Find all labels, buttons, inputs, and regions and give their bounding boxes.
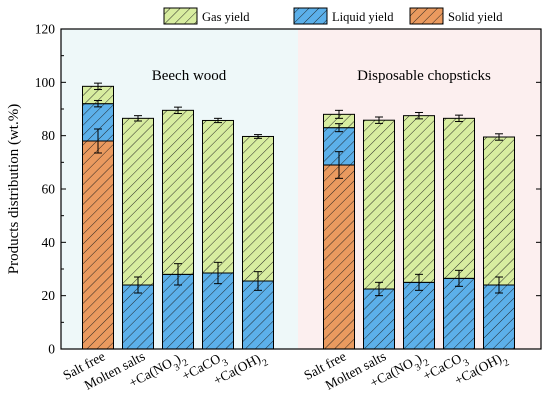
error-bar-gas [254, 134, 262, 139]
legend-swatch-hatch [293, 7, 328, 25]
x-category-label: +Ca(OH)2 [452, 348, 511, 392]
bar-gas-hatch [403, 115, 435, 283]
error-bar-gas [214, 117, 222, 124]
bar-solid-hatch [323, 164, 355, 350]
bar-solid-hatch [82, 140, 114, 350]
error-bar-solid [335, 151, 343, 179]
error-bar-liquid [335, 123, 343, 133]
legend-label-gas: Gas yield [202, 10, 250, 24]
bar-gas-hatch [363, 119, 395, 290]
y-tick-label: 0 [48, 342, 55, 357]
bar-liquid-hatch [403, 281, 435, 350]
bar-liquid-hatch [202, 272, 234, 350]
bar-gas-hatch [483, 136, 515, 286]
y-tick-label: 40 [42, 235, 56, 250]
error-bar-gas [94, 82, 102, 91]
error-bar-gas [335, 109, 343, 119]
legend-label-liquid: Liquid yield [332, 10, 394, 24]
bar-gas-hatch [443, 117, 475, 279]
label-subscript: 3 [172, 361, 182, 373]
bar-gas-hatch [202, 119, 234, 274]
label-subscript: 3 [413, 361, 423, 373]
y-tick-label: 100 [35, 75, 56, 90]
error-bar-liquid [495, 276, 503, 294]
error-bar-liquid [214, 261, 222, 285]
error-bar-gas [415, 111, 423, 120]
error-bar-gas [375, 116, 383, 124]
error-bar-gas [134, 115, 142, 122]
error-bar-liquid [375, 281, 383, 297]
y-tick-label: 60 [42, 182, 56, 197]
group-label-disposable-chopsticks: Disposable chopsticks [357, 68, 491, 84]
error-bar-liquid [455, 269, 463, 287]
bar-liquid-hatch [483, 284, 515, 350]
error-bar-gas [495, 133, 503, 141]
legend-swatch-hatch [409, 7, 444, 25]
error-bar-solid [94, 128, 102, 154]
label-part: ) [172, 351, 183, 366]
label-subscript: 3 [220, 357, 230, 369]
label-part: ) [413, 351, 424, 366]
error-bar-liquid [254, 271, 262, 291]
y-tick-label: 20 [42, 288, 56, 303]
label-subscript: 2 [421, 357, 431, 369]
label-subscript: 2 [501, 357, 511, 369]
y-axis-title: Products distribution (wt.%) [6, 104, 22, 274]
legend: Gas yield Liquid yield Solid yield [163, 7, 503, 25]
bar-gas-hatch [122, 117, 154, 286]
plot-frame [60, 28, 542, 350]
bar-liquid-hatch [242, 280, 274, 350]
y-tick-label: 80 [42, 128, 56, 143]
bar-gas-hatch [242, 135, 274, 282]
error-bar-liquid [94, 99, 102, 108]
y-tick-label: 120 [35, 22, 56, 37]
error-bar-gas [174, 106, 182, 115]
bar-liquid-hatch [122, 284, 154, 350]
bar-liquid-hatch [363, 288, 395, 350]
label-subscript: 2 [260, 357, 270, 369]
group-label-beech-wood: Beech wood [152, 68, 227, 84]
error-bar-liquid [415, 273, 423, 291]
x-category-label: +Ca(OH)2 [211, 348, 270, 392]
error-bar-liquid [134, 276, 142, 294]
y-axis: 0 20 40 60 80 100 120 [35, 22, 541, 357]
legend-swatch-hatch [163, 7, 198, 25]
label-subscript: 2 [180, 357, 190, 369]
bar-gas-hatch [162, 109, 194, 275]
bar-liquid-hatch [162, 273, 194, 350]
error-bar-liquid [174, 263, 182, 286]
label-subscript: 3 [461, 357, 471, 369]
bars-layer [82, 82, 515, 350]
bar-liquid-hatch [443, 277, 475, 350]
legend-label-solid: Solid yield [448, 10, 503, 24]
error-bar-gas [455, 114, 463, 123]
